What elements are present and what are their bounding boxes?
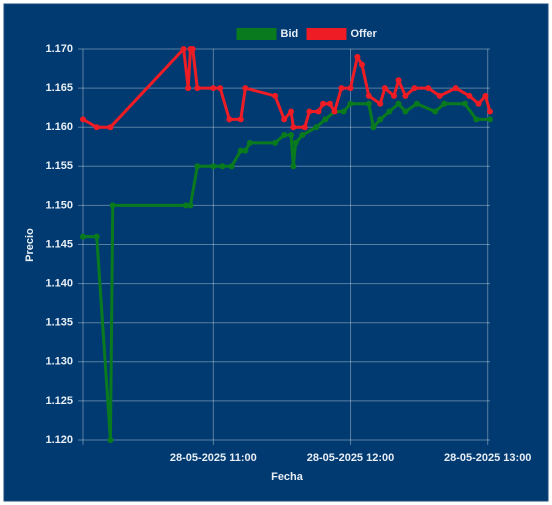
- y-tick-label: 1.150: [45, 199, 73, 211]
- point: [347, 100, 354, 107]
- point: [340, 108, 347, 115]
- point: [315, 108, 322, 115]
- point: [290, 124, 297, 131]
- point: [299, 132, 306, 139]
- x-axis-label: Fecha: [271, 471, 304, 483]
- point: [272, 139, 279, 146]
- point: [338, 85, 345, 92]
- y-tick-label: 1.155: [45, 160, 73, 172]
- point: [395, 100, 402, 107]
- x-tick-label: 28-05-2025 12:00: [307, 452, 394, 464]
- point: [322, 116, 329, 123]
- y-tick-label: 1.140: [45, 278, 73, 290]
- point: [242, 147, 249, 154]
- point: [306, 108, 313, 115]
- point: [441, 100, 448, 107]
- point: [381, 85, 388, 92]
- point: [365, 92, 372, 99]
- point: [452, 85, 459, 92]
- point: [210, 85, 217, 92]
- point: [301, 124, 308, 131]
- point: [411, 85, 418, 92]
- point: [487, 116, 493, 123]
- point: [107, 124, 114, 131]
- point: [436, 92, 443, 99]
- point: [413, 100, 420, 107]
- y-tick-label: 1.125: [45, 395, 73, 407]
- y-tick-label: 1.135: [45, 317, 73, 329]
- point: [475, 100, 482, 107]
- point: [226, 116, 233, 123]
- point: [107, 437, 114, 443]
- y-tick-label: 1.165: [45, 82, 73, 94]
- point: [395, 77, 402, 84]
- point: [288, 132, 295, 139]
- point: [402, 108, 409, 115]
- point: [473, 116, 480, 123]
- point: [288, 108, 295, 115]
- point: [487, 108, 493, 115]
- point: [80, 233, 86, 240]
- point: [272, 92, 279, 99]
- point: [228, 163, 235, 170]
- x-tick-label: 28-05-2025 11:00: [170, 452, 257, 464]
- point: [93, 233, 100, 240]
- point: [246, 139, 253, 146]
- x-tick-label: 28-05-2025 13:00: [444, 452, 531, 464]
- point: [347, 85, 354, 92]
- point: [390, 92, 397, 99]
- point: [354, 53, 361, 60]
- point: [377, 116, 384, 123]
- point: [80, 116, 86, 123]
- point: [210, 163, 217, 170]
- point: [326, 100, 333, 107]
- point: [281, 116, 288, 123]
- y-tick-label: 1.120: [45, 434, 73, 446]
- point: [290, 163, 297, 170]
- point: [194, 163, 201, 170]
- point: [365, 100, 372, 107]
- legend-swatch: [306, 28, 347, 40]
- point: [185, 85, 192, 92]
- point: [377, 100, 384, 107]
- point: [482, 92, 489, 99]
- point: [109, 202, 116, 209]
- legend-label: Offer: [351, 28, 378, 40]
- point: [237, 147, 244, 154]
- point: [331, 108, 338, 115]
- point: [425, 85, 432, 92]
- point: [189, 46, 196, 52]
- legend-label: Bid: [281, 28, 299, 40]
- point: [466, 92, 473, 99]
- chart-background: [3, 3, 549, 502]
- y-axis-label: Precio: [24, 228, 36, 262]
- point: [219, 163, 226, 170]
- point: [237, 116, 244, 123]
- y-tick-label: 1.130: [45, 356, 73, 368]
- point: [358, 61, 365, 68]
- y-tick-label: 1.160: [45, 121, 73, 133]
- point: [313, 124, 320, 131]
- point: [217, 85, 224, 92]
- point: [182, 202, 189, 209]
- point: [432, 108, 439, 115]
- point: [187, 202, 194, 209]
- point: [180, 46, 187, 52]
- point: [93, 124, 100, 131]
- y-tick-label: 1.170: [45, 43, 73, 55]
- y-tick-label: 1.145: [45, 238, 73, 250]
- point: [386, 108, 393, 115]
- point: [281, 132, 288, 139]
- point: [194, 85, 201, 92]
- point: [292, 139, 299, 146]
- point: [370, 124, 377, 131]
- legend-swatch: [236, 28, 277, 40]
- point: [461, 100, 468, 107]
- point: [402, 92, 409, 99]
- point: [242, 85, 249, 92]
- point: [320, 100, 327, 107]
